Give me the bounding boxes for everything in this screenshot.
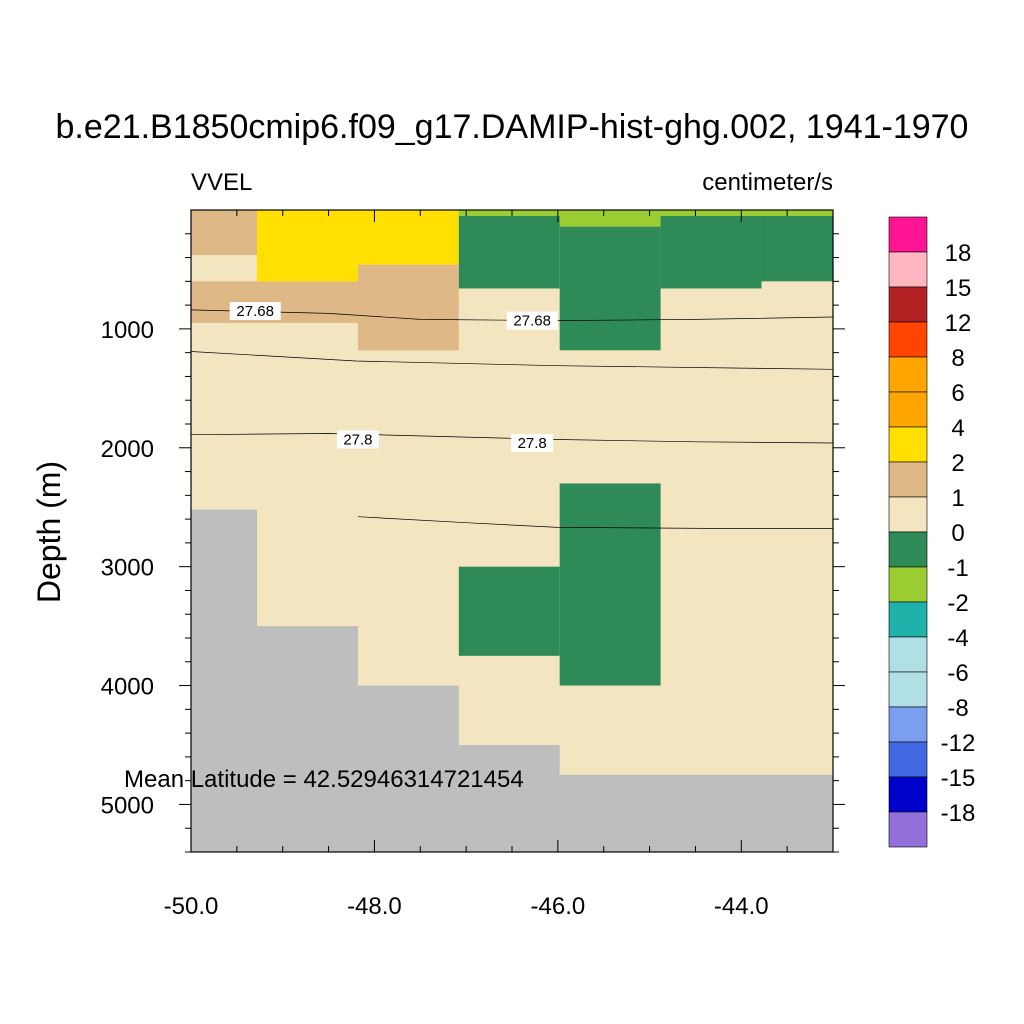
colorbar-label: -18 [941,800,976,827]
colorbar-label: 8 [951,345,964,372]
velocity-cell [458,566,560,656]
colorbar-label: 1 [951,485,964,512]
land-block [559,774,833,852]
colorbar-label: -12 [941,730,976,757]
contour-line [357,516,833,529]
colorbar-swatch [888,811,928,848]
x-tick-labels: -50.0 -48.0 -46.0 -44.0 [164,893,769,920]
colorbar: 18 15 12 8 6 4 2 1 0 -1 -2 -4 -6 -8 -12 -15 -18 [888,216,976,848]
colorbar-label: 4 [951,415,964,442]
colorbar-swatch [888,286,928,323]
contour-label: 27.68 [236,303,274,320]
y-tick-label: 5000 [101,792,154,819]
axis-ticks [179,210,845,853]
land-block [257,626,358,852]
colorbar-swatch [888,566,928,603]
land-block [357,685,459,852]
velocity-cell [458,215,560,289]
colorbar-swatch [888,531,928,568]
colorbar-label: -15 [941,765,976,792]
contour-label: 27.8 [343,431,372,448]
colorbar-swatch [888,776,928,813]
x-tick-label: -50.0 [164,893,219,920]
colorbar-swatch [888,251,928,288]
colorbar-label: -2 [947,590,968,617]
colorbar-label: 18 [945,240,972,267]
colorbar-swatch [888,216,928,253]
contour-label-bg [229,302,281,321]
velocity-cell [191,255,258,282]
land-block [191,509,258,852]
velocity-cell [559,210,661,227]
colorbar-swatch [888,741,928,778]
velocity-cell [357,264,459,351]
velocity-cell [660,215,762,289]
contour-label-bg [506,311,558,330]
contour-line [190,309,834,321]
colorbar-swatch [888,671,928,708]
velocity-cell [559,483,661,686]
colorbar-label: 12 [945,310,972,337]
velocity-cell [191,210,258,256]
contour-label: 27.8 [518,435,547,452]
colorbar-swatch [888,601,928,638]
colorbar-swatch [888,496,928,533]
colorbar-swatch [888,356,928,393]
land-block [458,745,560,852]
velocity-cells [191,210,833,686]
y-axis-label: Depth (m) [31,461,67,603]
colorbar-swatch [888,391,928,428]
density-contours: 27.68 27.68 27.8 27.8 [190,302,834,529]
velocity-cell [257,264,358,282]
plot-frame [190,209,834,853]
y-tick-label: 1000 [101,317,154,344]
chart-title: b.e21.B1850cmip6.f09_g17.DAMIP-hist-ghg.… [56,108,969,146]
colorbar-swatch [888,321,928,358]
velocity-cell [559,226,661,351]
colorbar-swatch [888,706,928,743]
units-label: centimeter/s [702,169,833,196]
x-tick-label: -44.0 [714,893,769,920]
colorbar-swatch [888,461,928,498]
mean-latitude-annotation: Mean Latitude = 42.52946314721454 [124,766,524,793]
colorbar-swatch [888,426,928,463]
colorbar-label: -1 [947,555,968,582]
velocity-cell [761,215,833,282]
colorbar-label: -8 [947,695,968,722]
x-tick-label: -48.0 [347,893,402,920]
variable-label: VVEL [191,169,252,196]
contour-label-bg [511,434,554,453]
contour-label-bg [336,430,379,449]
y-tick-label: 2000 [101,436,154,463]
colorbar-label: 0 [951,520,964,547]
colorbar-label: -6 [947,660,968,687]
colorbar-label: -4 [947,625,968,652]
land-mask [191,509,833,852]
colorbar-label: 6 [951,380,964,407]
x-tick-label: -46.0 [531,893,586,920]
y-tick-label: 3000 [101,555,154,582]
y-tick-labels: 1000 2000 3000 4000 5000 [101,317,154,820]
colorbar-label: 2 [951,450,964,477]
plot-area: 27.68 27.68 27.8 27.8 [179,209,845,853]
contour-line [190,351,834,370]
contour-label: 27.68 [513,313,551,330]
y-tick-label: 4000 [101,674,154,701]
colorbar-label: 15 [945,275,972,302]
velocity-cell [257,210,459,265]
colorbar-swatch [888,636,928,673]
